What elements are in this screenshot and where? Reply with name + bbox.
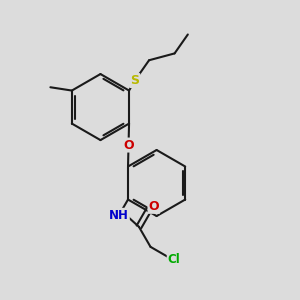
Text: O: O <box>123 139 134 152</box>
Text: O: O <box>148 200 159 213</box>
Text: S: S <box>130 74 139 87</box>
Text: NH: NH <box>109 209 129 222</box>
Text: Cl: Cl <box>168 253 180 266</box>
